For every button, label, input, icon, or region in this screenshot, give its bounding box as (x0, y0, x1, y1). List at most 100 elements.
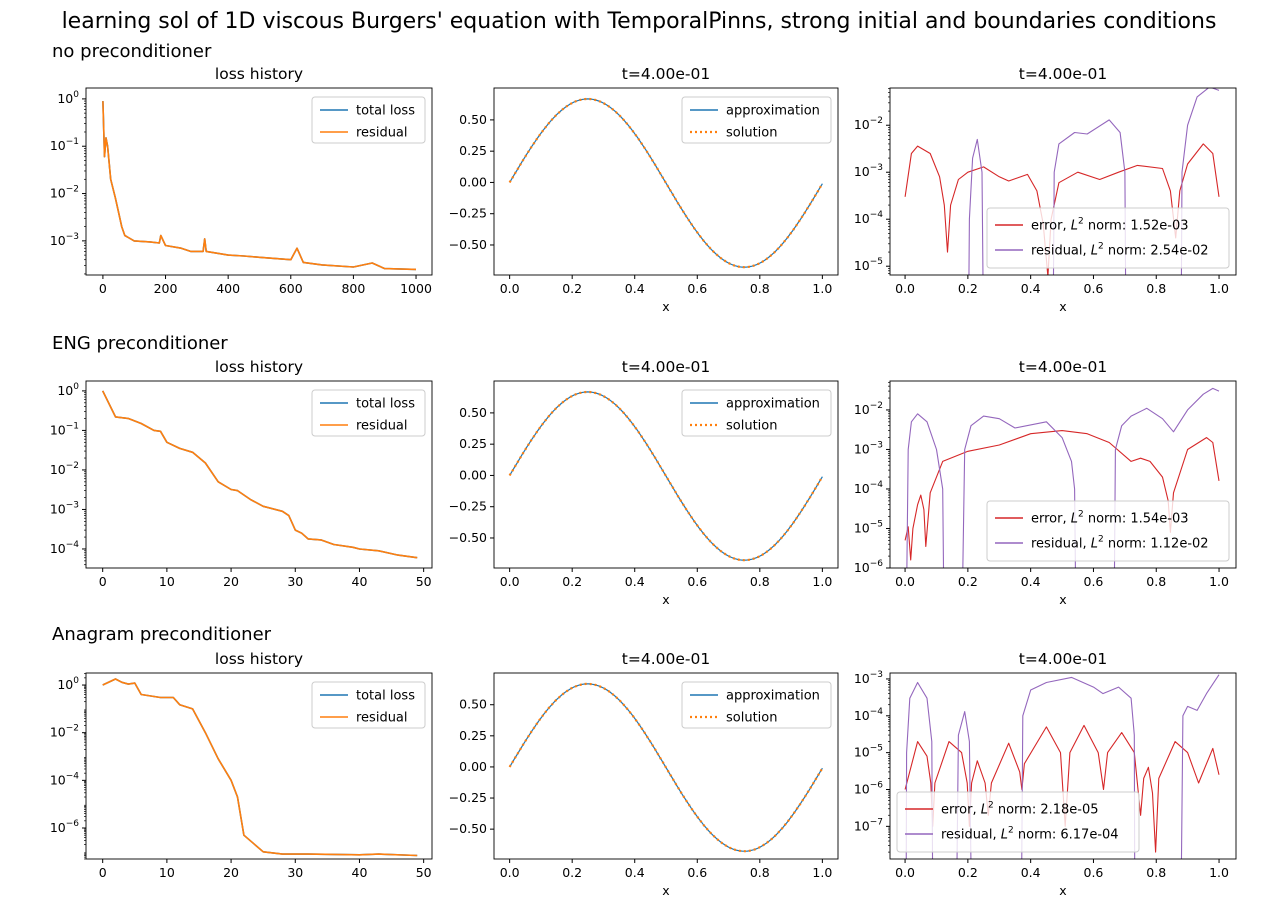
label-sup: 2 (1078, 510, 1084, 520)
label-post: norm: 2.54e-02 (1104, 244, 1209, 259)
y-tick-label: 10−5 (854, 519, 883, 535)
y-tick-label: 10−6 (50, 819, 79, 835)
tick-base: 10 (854, 441, 870, 456)
x-tick-label: 30 (287, 865, 303, 880)
row-title-eng-preconditioner: ENG preconditioner (52, 333, 228, 354)
x-tick-label: 0.2 (958, 281, 978, 296)
axes-frame (889, 87, 1237, 276)
y-tick-label: 10−4 (50, 540, 79, 556)
label-sup: 2 (1008, 826, 1014, 836)
tick-exponent: −4 (870, 707, 884, 717)
y-tick-label: 0.00 (459, 759, 487, 774)
x-axis-label: x (662, 299, 669, 314)
y-tick-label: 10−2 (50, 724, 79, 740)
tick-exponent: −2 (870, 401, 883, 411)
tick-base: 10 (50, 462, 66, 477)
x-tick-label: 0.4 (625, 281, 645, 296)
label-pre: residual, (1031, 537, 1091, 552)
legend-frame (681, 389, 832, 437)
legend-label: residual, L2 norm: 6.17e-04 (941, 826, 1119, 843)
subplot-6: 0.0 0.2 0.4 0.6 0.8 1.010−210−310−410−510−6t=… (854, 358, 1237, 607)
y-tick-label: 0.50 (459, 697, 487, 712)
x-tick-label: 0.2 (562, 281, 582, 296)
y-tick-label: 10−5 (854, 744, 883, 760)
tick-base: 10 (854, 520, 870, 535)
y-tick-label: −0.25 (449, 499, 487, 514)
y-tick-label: 10−2 (854, 116, 883, 132)
label-pre: error, (941, 803, 981, 818)
x-tick-label: 0.0 (500, 281, 520, 296)
subplot-title: t=4.00e-01 (622, 65, 710, 83)
axes-frame (889, 380, 1237, 569)
axes-frame (889, 672, 1237, 860)
x-tick-label: 40 (352, 865, 368, 880)
legend-label: residual (356, 419, 408, 434)
tick-base: 10 (854, 402, 870, 417)
legend-label: approximation (726, 397, 820, 412)
x-tick-label: 10 (159, 865, 175, 880)
x-tick-label: 0.8 (750, 281, 770, 296)
tick-base: 10 (50, 541, 66, 556)
subplot-title: loss history (215, 650, 303, 668)
tick-exponent: −1 (66, 137, 79, 147)
tick-exponent: 0 (73, 382, 79, 392)
label-post: norm: 1.54e-03 (1084, 512, 1189, 527)
y-tick-label: 0.00 (459, 174, 487, 189)
x-axis-label: x (662, 592, 669, 607)
tick-base: 10 (50, 725, 66, 740)
subplot-2: 0.0 0.2 0.4 0.6 0.8 1.0 0.50 0.25 0.00 −0.25 −0.50… (449, 65, 839, 314)
legend: total loss residual (311, 96, 426, 144)
x-tick-label: 0 (99, 865, 107, 880)
label-L: L (1071, 512, 1078, 527)
subplot-title: t=4.00e-01 (622, 650, 710, 668)
y-tick-label: 100 (57, 676, 79, 692)
tick-exponent: −3 (66, 232, 79, 242)
subplot-8: 0.0 0.2 0.4 0.6 0.8 1.0 0.50 0.25 0.00 −0.25 −0.50… (449, 650, 839, 898)
legend-label: approximation (726, 689, 820, 704)
tick-exponent: 0 (73, 676, 79, 686)
y-tick-label: 10−2 (50, 185, 79, 201)
tick-exponent: −3 (870, 440, 883, 450)
label-pre: residual, (1031, 244, 1091, 259)
x-tick-label: 50 (416, 574, 432, 589)
x-tick-label: 0.2 (562, 865, 582, 880)
tick-base: 10 (57, 677, 73, 692)
series-group (508, 390, 824, 562)
x-axis-label: x (662, 883, 669, 898)
y-tick-label: 10−3 (50, 500, 79, 516)
x-tick-label: 0.4 (625, 865, 645, 880)
legend-label: error, L2 norm: 1.54e-03 (1031, 510, 1189, 527)
series-group (102, 678, 418, 857)
tick-exponent: −3 (870, 163, 883, 173)
y-tick-label: 10−2 (50, 461, 79, 477)
tick-base: 10 (57, 383, 73, 398)
y-tick-label: 0.25 (459, 143, 487, 158)
y-tick-label: 10−6 (854, 780, 883, 796)
y-tick-label: 10−3 (854, 670, 883, 686)
x-tick-label: 0.0 (895, 281, 915, 296)
tick-base: 10 (854, 481, 870, 496)
label-sup: 2 (1098, 535, 1104, 545)
subplot-title: t=4.00e-01 (1019, 358, 1107, 376)
legend: total loss residual (311, 389, 426, 437)
series-group (904, 674, 1220, 859)
tick-base: 10 (854, 781, 870, 796)
tick-base: 10 (57, 91, 73, 106)
x-tick-label: 0.0 (895, 865, 915, 880)
y-tick-label: 0.00 (459, 467, 487, 482)
x-tick-label: 0.2 (958, 865, 978, 880)
label-L: L (1091, 244, 1098, 259)
x-tick-label: 1.0 (812, 281, 832, 296)
tick-base: 10 (854, 117, 870, 132)
legend: approximation solution (681, 389, 832, 437)
subplot-title: t=4.00e-01 (1019, 650, 1107, 668)
x-tick-label: 0.4 (1021, 865, 1041, 880)
subplot-title: loss history (215, 358, 303, 376)
x-tick-label: 0.4 (1021, 281, 1041, 296)
y-tick-label: 10−1 (50, 421, 79, 437)
legend-label: residual (356, 126, 408, 141)
tick-exponent: −1 (66, 421, 79, 431)
label-sup: 2 (1078, 217, 1084, 227)
